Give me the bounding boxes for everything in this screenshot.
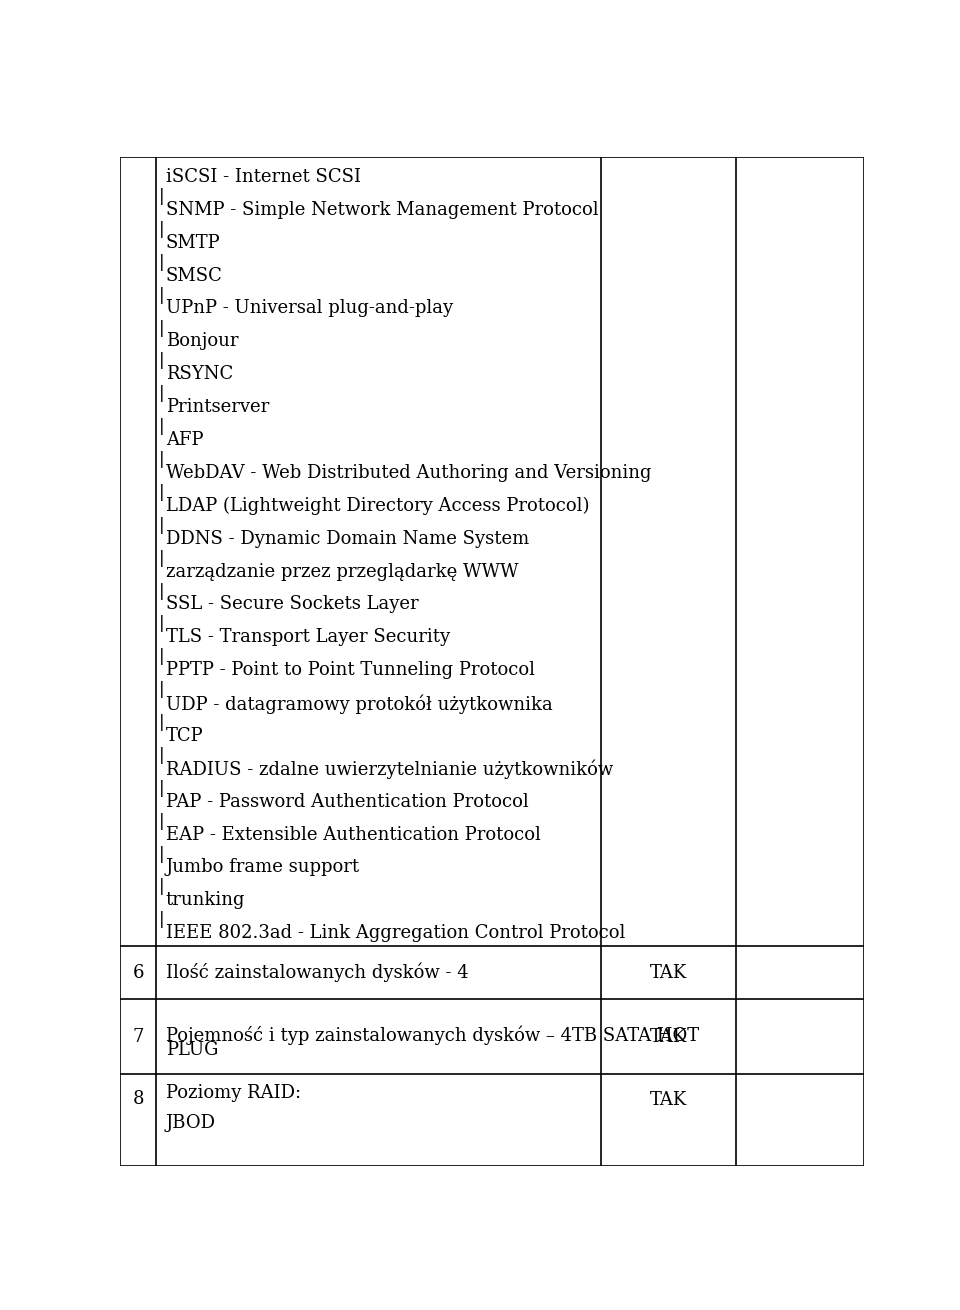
Text: |: | [158, 352, 164, 369]
Text: Pojemność i typ zainstalowanych dysków – 4TB SATA HOT: Pojemność i typ zainstalowanych dysków –… [166, 1026, 699, 1045]
Text: |: | [158, 254, 164, 271]
Text: RADIUS - zdalne uwierzytelnianie użytkowników: RADIUS - zdalne uwierzytelnianie użytkow… [166, 760, 613, 779]
Text: Ilość zainstalowanych dysków - 4: Ilość zainstalowanych dysków - 4 [166, 963, 468, 982]
Text: SMTP: SMTP [166, 233, 221, 252]
Text: |: | [158, 385, 164, 402]
Text: |: | [158, 616, 164, 633]
Text: trunking: trunking [166, 891, 245, 909]
Text: JBOD: JBOD [166, 1115, 216, 1132]
Text: TAK: TAK [650, 964, 687, 981]
Text: |: | [158, 483, 164, 500]
Text: RSYNC: RSYNC [166, 365, 233, 384]
Text: zarządzanie przez przeglądarkę WWW: zarządzanie przez przeglądarkę WWW [166, 562, 518, 580]
Text: SMSC: SMSC [166, 267, 223, 284]
Text: PAP - Password Authentication Protocol: PAP - Password Authentication Protocol [166, 793, 528, 811]
Text: Bonjour: Bonjour [166, 333, 238, 350]
Text: DDNS - Dynamic Domain Name System: DDNS - Dynamic Domain Name System [166, 529, 529, 548]
Text: IEEE 802.3ad - Link Aggregation Control Protocol: IEEE 802.3ad - Link Aggregation Control … [166, 924, 625, 942]
Text: Printserver: Printserver [166, 398, 269, 417]
Text: |: | [158, 583, 164, 600]
Text: |: | [158, 550, 164, 567]
Text: TLS - Transport Layer Security: TLS - Transport Layer Security [166, 629, 450, 646]
Text: AFP: AFP [166, 431, 204, 449]
Text: Jumbo frame support: Jumbo frame support [166, 858, 360, 876]
Text: TAK: TAK [650, 1027, 687, 1045]
Text: |: | [158, 320, 164, 337]
Text: |: | [158, 879, 164, 896]
Text: |: | [158, 189, 164, 204]
Text: |: | [158, 912, 164, 929]
Text: |: | [158, 221, 164, 238]
Text: Poziomy RAID:: Poziomy RAID: [166, 1083, 300, 1102]
Text: TCP: TCP [166, 727, 204, 745]
Text: SNMP - Simple Network Management Protocol: SNMP - Simple Network Management Protoco… [166, 200, 598, 219]
Text: |: | [158, 845, 164, 862]
Text: |: | [158, 681, 164, 698]
Text: UDP - datagramowy protokół użytkownika: UDP - datagramowy protokół użytkownika [166, 694, 552, 714]
Text: 8: 8 [132, 1090, 144, 1108]
Text: WebDAV - Web Distributed Authoring and Versioning: WebDAV - Web Distributed Authoring and V… [166, 464, 651, 482]
Text: TAK: TAK [650, 1091, 687, 1110]
Text: LDAP (Lightweight Directory Access Protocol): LDAP (Lightweight Directory Access Proto… [166, 496, 589, 515]
Text: 7: 7 [132, 1027, 144, 1045]
Text: PLUG: PLUG [166, 1041, 218, 1060]
Text: 6: 6 [132, 964, 144, 981]
Text: EAP - Extensible Authentication Protocol: EAP - Extensible Authentication Protocol [166, 825, 540, 844]
Text: |: | [158, 287, 164, 304]
Text: |: | [158, 779, 164, 796]
Text: |: | [158, 812, 164, 829]
Text: |: | [158, 747, 164, 764]
Text: |: | [158, 418, 164, 435]
Text: PPTP - Point to Point Tunneling Protocol: PPTP - Point to Point Tunneling Protocol [166, 662, 535, 679]
Text: |: | [158, 516, 164, 533]
Text: SSL - Secure Sockets Layer: SSL - Secure Sockets Layer [166, 596, 419, 613]
Text: |: | [158, 451, 164, 468]
Text: |: | [158, 648, 164, 665]
Text: |: | [158, 714, 164, 731]
Text: UPnP - Universal plug-and-play: UPnP - Universal plug-and-play [166, 300, 453, 317]
Text: iSCSI - Internet SCSI: iSCSI - Internet SCSI [166, 168, 361, 186]
